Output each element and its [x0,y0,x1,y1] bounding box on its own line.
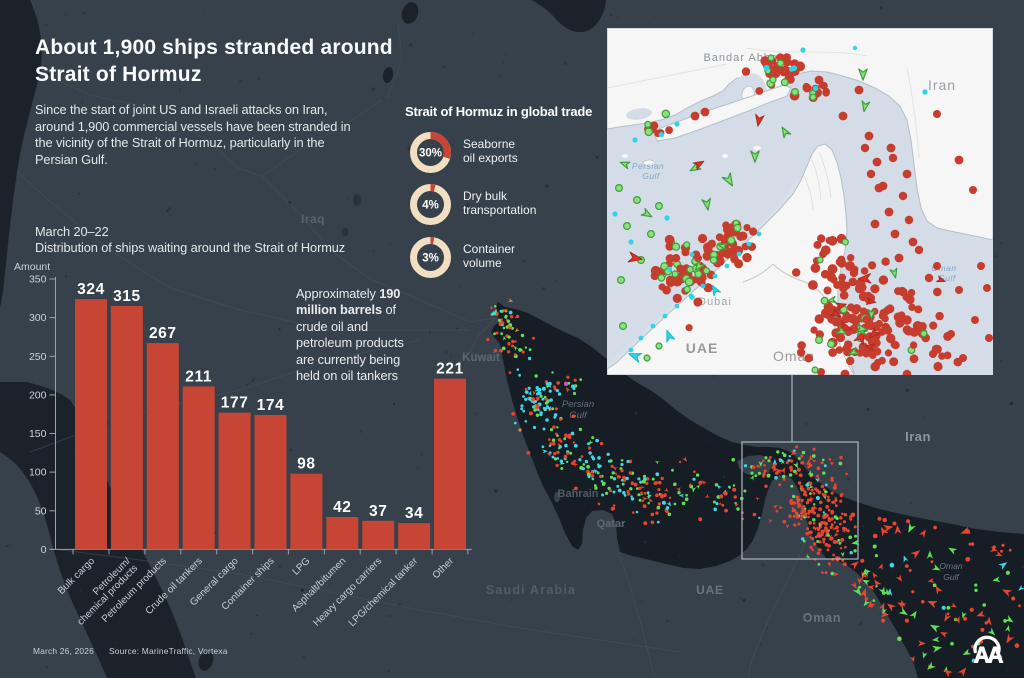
svg-text:Persian: Persian [632,161,664,171]
svg-text:Other: Other [431,555,457,581]
svg-text:Persian: Persian [562,399,594,410]
svg-text:Kuwait: Kuwait [462,352,500,364]
svg-text:Bahrain: Bahrain [558,488,599,500]
svg-text:Heavy cargo carriers: Heavy cargo carriers [311,556,384,629]
svg-text:UAE: UAE [686,340,719,356]
svg-text:Iraq: Iraq [301,212,325,226]
svg-text:324: 324 [77,281,105,298]
svg-text:Dubai: Dubai [698,296,732,308]
svg-text:Saudi Arabia: Saudi Arabia [486,583,576,597]
svg-text:Oman: Oman [939,561,962,571]
svg-text:34: 34 [405,505,423,522]
svg-text:315: 315 [113,288,141,305]
svg-text:50: 50 [35,505,47,517]
svg-text:100: 100 [29,467,47,479]
svg-text:37: 37 [369,503,387,520]
svg-text:Iran: Iran [928,77,956,93]
svg-text:AA: AA [974,643,1004,668]
svg-text:Gulf: Gulf [642,171,661,181]
svg-text:98: 98 [297,456,315,473]
svg-text:150: 150 [29,428,47,440]
svg-text:Qatar: Qatar [597,518,626,530]
svg-text:0: 0 [41,544,47,556]
svg-text:3%: 3% [422,253,439,265]
svg-text:LPG/chemical tanker: LPG/chemical tanker [347,555,421,629]
svg-text:Oman: Oman [803,611,842,625]
svg-text:267: 267 [149,325,177,342]
svg-text:Amount: Amount [14,261,50,273]
svg-text:42: 42 [333,499,351,516]
svg-text:LPG: LPG [291,556,313,578]
svg-text:300: 300 [29,312,47,324]
svg-text:30%: 30% [419,148,442,160]
svg-text:Gulf: Gulf [943,572,960,582]
svg-text:174: 174 [257,397,285,414]
svg-text:221: 221 [436,361,464,378]
svg-text:211: 211 [185,368,212,385]
svg-text:4%: 4% [422,200,439,212]
svg-text:Gulf: Gulf [569,410,588,421]
svg-text:UAE: UAE [696,583,724,597]
svg-text:177: 177 [221,395,249,412]
svg-text:200: 200 [29,389,47,401]
svg-text:250: 250 [29,351,47,363]
svg-text:Oman: Oman [931,263,956,273]
svg-text:350: 350 [29,274,47,286]
svg-text:Iran: Iran [905,429,931,444]
svg-text:Gulf: Gulf [938,273,957,283]
